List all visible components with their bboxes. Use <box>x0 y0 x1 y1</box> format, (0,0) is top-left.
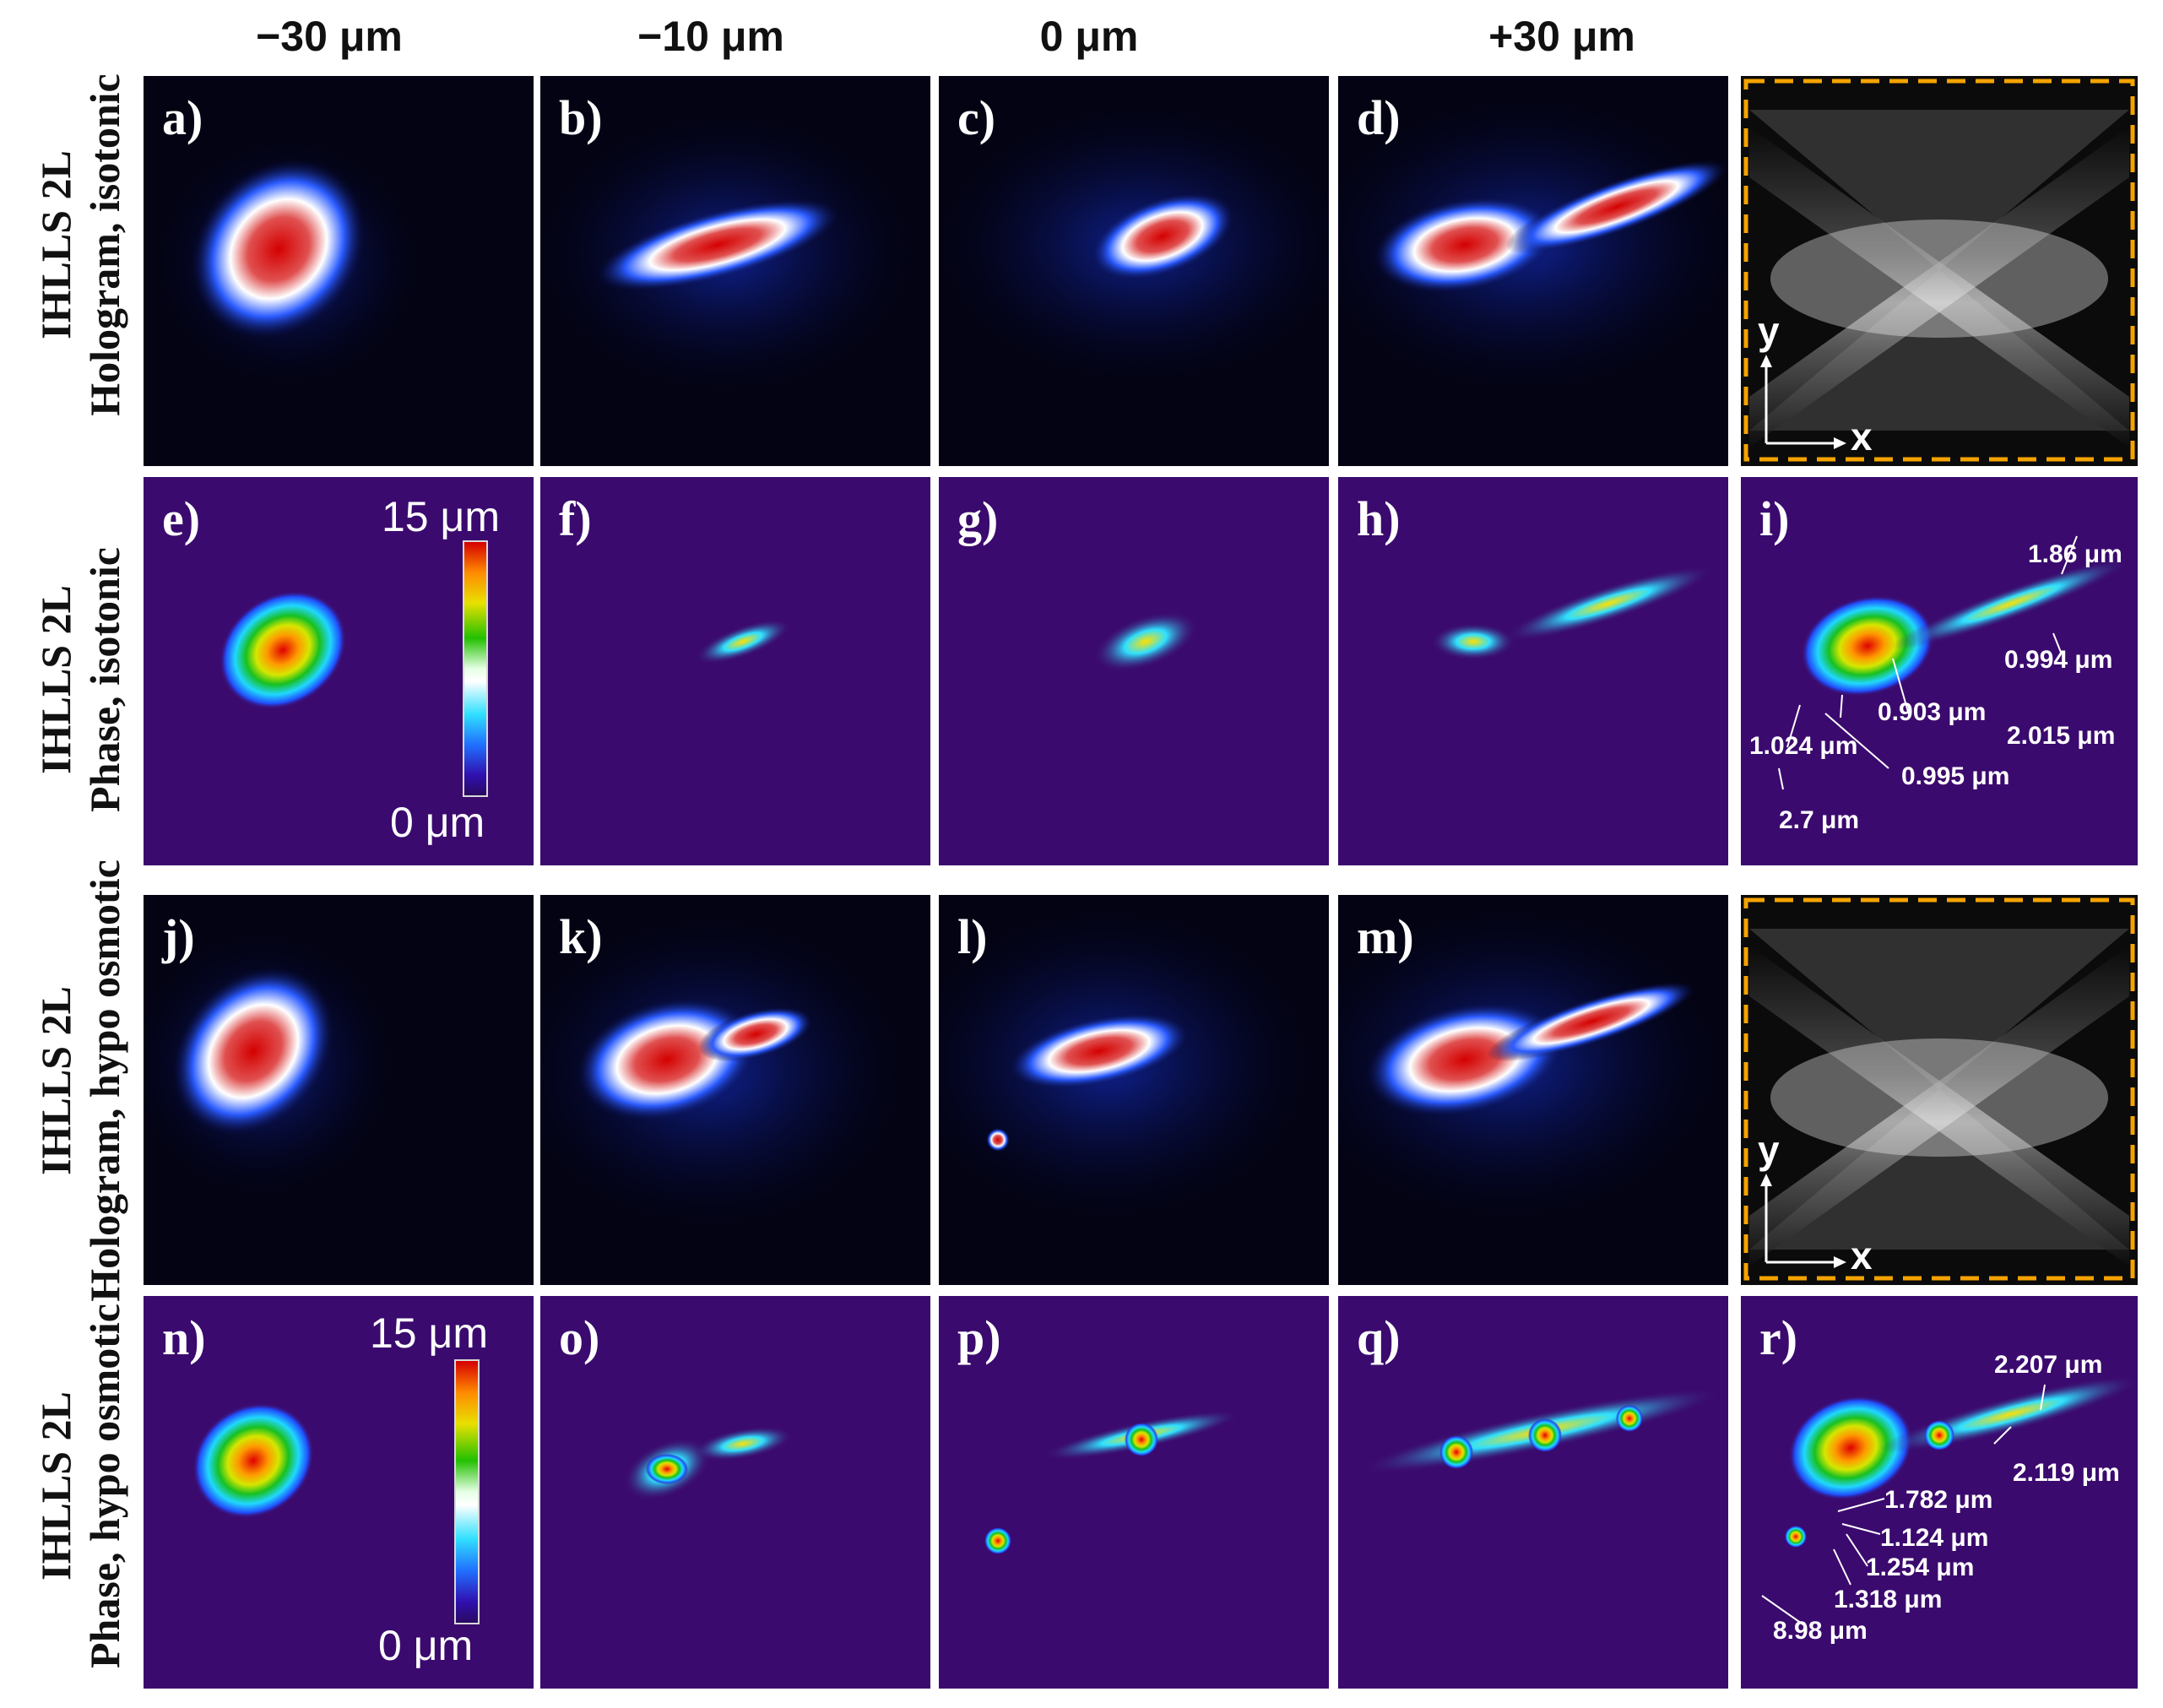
annotation-r-7: 8.98 μm <box>1773 1617 1868 1645</box>
panel-k: k) <box>540 895 930 1285</box>
panel-c: c) <box>939 76 1329 466</box>
panel-e: e) 15 μm 0 μm <box>144 477 534 865</box>
axis-label-y-top: y <box>1758 309 1780 353</box>
panel-label-g: g) <box>957 491 999 546</box>
panel-label-i: i) <box>1759 491 1790 546</box>
row-label-2: IHLLS 2L Phase, isotonic <box>32 547 128 812</box>
axis-label-x-top: x <box>1851 415 1873 458</box>
panel-label-a: a) <box>162 90 203 145</box>
axis-label-x-bottom: x <box>1851 1234 1873 1277</box>
annotation-i-7: 2.7 μm <box>1779 806 1860 834</box>
panel-n: n) 15 μm 0 μm <box>144 1296 534 1689</box>
panel-p: p) <box>939 1296 1329 1689</box>
panel-b: b) <box>540 76 930 466</box>
column-header-minus10: −10 μm <box>637 13 784 60</box>
row-label-1: IHLLS 2L Hologram, isotonic <box>32 73 128 416</box>
annotation-r-5: 1.254 μm <box>1866 1553 1975 1581</box>
panel-label-d: d) <box>1357 90 1401 145</box>
annotation-i-4: 2.015 μm <box>2007 722 2116 750</box>
panel-label-j: j) <box>162 909 195 964</box>
panel-m: m) <box>1338 895 1728 1285</box>
panel-f: f) <box>540 477 930 865</box>
column-header-0: 0 μm <box>1039 13 1139 60</box>
panel-h: h) <box>1338 477 1728 865</box>
row-label-3: IHLLS 2L Hologram, hypo osmotic <box>32 859 128 1302</box>
panel-label-b: b) <box>559 90 603 145</box>
panel-l: l) <box>939 895 1329 1285</box>
panel-label-m: m) <box>1357 909 1414 964</box>
panel-label-p: p) <box>957 1310 1001 1365</box>
panel-q: q) <box>1338 1296 1728 1689</box>
annotation-i-1: 1.86 μm <box>2028 540 2122 568</box>
colorbar-n <box>454 1359 480 1624</box>
panel-label-q: q) <box>1357 1310 1401 1365</box>
annotation-r-2: 2.119 μm <box>2013 1459 2120 1487</box>
panel-label-o: o) <box>559 1310 600 1365</box>
annotation-r-3: 1.782 μm <box>1884 1486 1993 1514</box>
colorbar-max-label-n: 15 μm <box>370 1309 488 1357</box>
column-header-minus30: −30 μm <box>256 13 403 60</box>
axis-label-y-bottom: y <box>1758 1128 1780 1172</box>
panel-g: g) <box>939 477 1329 865</box>
panel-i: i) 1.86 μm 0.994 μm 0.903 μm 2.015 μm 1.… <box>1741 477 2138 865</box>
panel-o: o) <box>540 1296 930 1689</box>
panel-a: a) <box>144 76 534 466</box>
panel-d: d) <box>1338 76 1728 466</box>
panel-r: r) 2.207 μm 2.119 μm 1.782 μm 1.124 μm 1… <box>1741 1296 2138 1689</box>
panel-reference-top: y x <box>1741 76 2138 466</box>
panel-label-r: r) <box>1759 1310 1798 1365</box>
annotation-i-5: 1.024 μm <box>1749 732 1858 760</box>
annotation-i-2: 0.994 μm <box>2004 646 2113 674</box>
panel-label-e: e) <box>162 491 201 546</box>
column-header-plus30: +30 μm <box>1488 13 1635 60</box>
panel-label-f: f) <box>559 491 592 546</box>
annotation-r-4: 1.124 μm <box>1880 1524 1989 1552</box>
panel-label-k: k) <box>559 909 603 964</box>
panel-label-n: n) <box>162 1310 206 1365</box>
panel-label-h: h) <box>1357 491 1401 546</box>
colorbar-max-label-e: 15 μm <box>382 493 500 540</box>
annotation-r-6: 1.318 μm <box>1834 1586 1943 1613</box>
row-label-4: IHLLS 2L Phase, hypo osmotic <box>32 1304 128 1668</box>
panel-reference-bottom: y x <box>1741 895 2138 1285</box>
colorbar-min-label-e: 0 μm <box>390 799 485 846</box>
colorbar-e <box>463 540 488 797</box>
panel-label-c: c) <box>957 90 996 145</box>
annotation-i-6: 0.995 μm <box>1901 762 2010 790</box>
panel-j: j) <box>144 895 534 1285</box>
panel-label-l: l) <box>957 909 988 964</box>
annotation-r-1: 2.207 μm <box>1994 1351 2103 1379</box>
annotation-i-3: 0.903 μm <box>1878 698 1987 726</box>
colorbar-min-label-n: 0 μm <box>378 1622 474 1669</box>
